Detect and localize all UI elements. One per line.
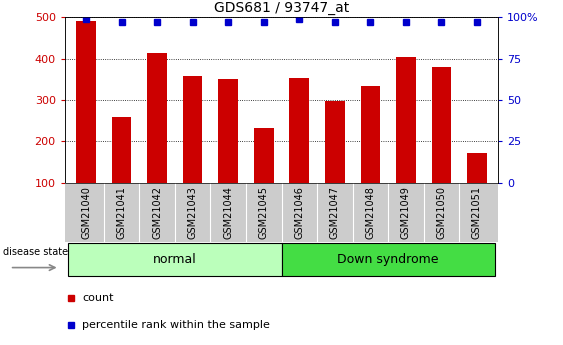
Bar bbox=[183, 76, 203, 224]
Bar bbox=[396, 57, 415, 224]
Text: count: count bbox=[82, 293, 114, 303]
Text: Down syndrome: Down syndrome bbox=[337, 253, 439, 266]
Text: normal: normal bbox=[153, 253, 197, 266]
Text: percentile rank within the sample: percentile rank within the sample bbox=[82, 320, 270, 330]
Bar bbox=[112, 117, 131, 224]
Bar bbox=[360, 86, 380, 224]
Text: GSM21043: GSM21043 bbox=[187, 186, 198, 239]
Text: GSM21051: GSM21051 bbox=[472, 186, 482, 239]
Text: GSM21050: GSM21050 bbox=[436, 186, 446, 239]
Bar bbox=[282, 243, 495, 276]
Text: GSM21044: GSM21044 bbox=[223, 186, 233, 239]
Text: GSM21042: GSM21042 bbox=[152, 186, 162, 239]
Bar bbox=[325, 101, 345, 224]
Title: GDS681 / 93747_at: GDS681 / 93747_at bbox=[214, 1, 349, 15]
Bar bbox=[68, 243, 282, 276]
Bar bbox=[467, 153, 486, 224]
Bar bbox=[254, 128, 274, 224]
Text: GSM21047: GSM21047 bbox=[330, 186, 340, 239]
Bar bbox=[77, 21, 96, 224]
Text: disease state: disease state bbox=[3, 247, 68, 257]
Text: GSM21041: GSM21041 bbox=[117, 186, 127, 239]
Text: GSM21045: GSM21045 bbox=[259, 186, 269, 239]
Text: GSM21049: GSM21049 bbox=[401, 186, 411, 239]
Text: GSM21048: GSM21048 bbox=[365, 186, 376, 239]
Text: GSM21040: GSM21040 bbox=[81, 186, 91, 239]
Bar bbox=[289, 78, 309, 224]
Bar bbox=[148, 53, 167, 224]
Bar bbox=[218, 79, 238, 224]
Text: GSM21046: GSM21046 bbox=[294, 186, 304, 239]
Bar bbox=[432, 67, 451, 224]
